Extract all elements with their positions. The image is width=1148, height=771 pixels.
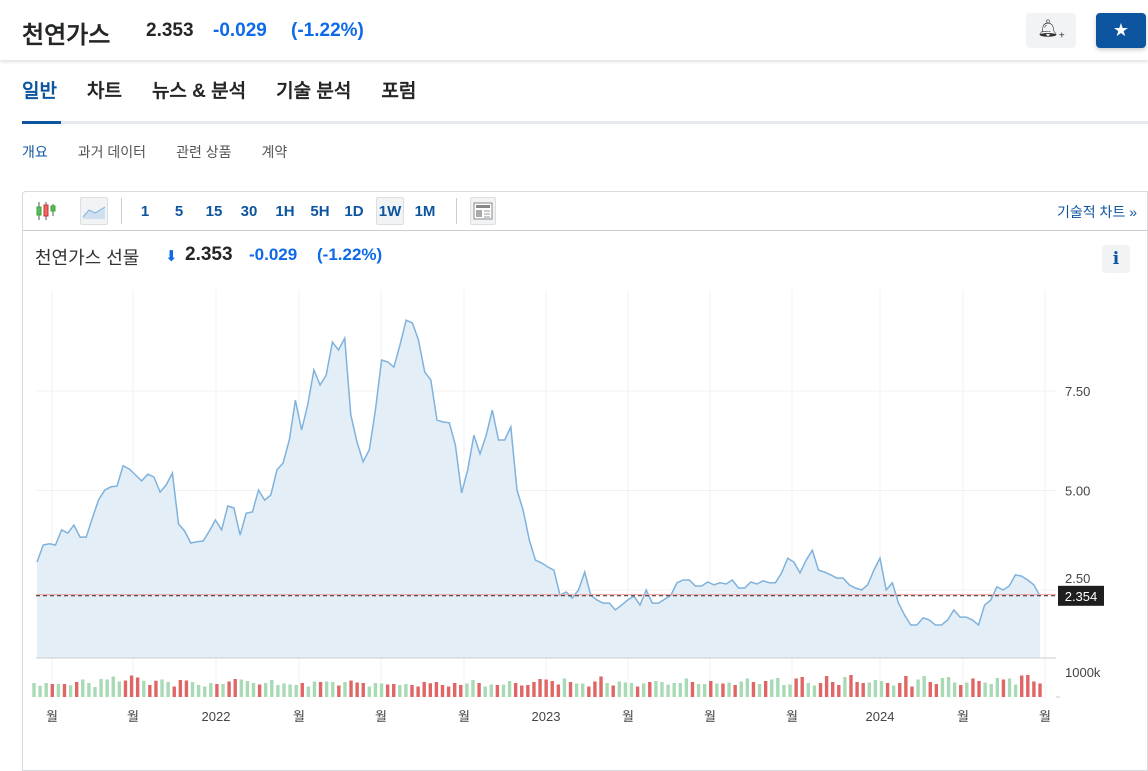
candlestick-button[interactable] xyxy=(33,197,59,225)
instrument-change-pct: (-1.22%) xyxy=(291,20,364,41)
subtab-contract[interactable]: 계약 xyxy=(261,144,288,160)
subtab-related[interactable]: 관련 상품 xyxy=(176,144,232,160)
sub-tabs: 개요 과거 데이터 관련 상품 계약 xyxy=(22,142,287,162)
technical-chart-link[interactable]: 기술적 차트 » xyxy=(1057,204,1137,220)
tab-news-analysis[interactable]: 뉴스 & 분석 xyxy=(151,81,247,102)
interval-5h[interactable]: 5H xyxy=(310,202,330,220)
interval-1d[interactable]: 1D xyxy=(344,202,364,220)
add-alert-button[interactable]: 🔔︎+ xyxy=(1026,13,1076,48)
interval-15[interactable]: 15 xyxy=(205,202,223,220)
chart-change-pct: (-1.22%) xyxy=(317,245,383,264)
info-button[interactable]: i xyxy=(1102,245,1130,273)
layout-button[interactable] xyxy=(470,197,496,225)
bell-plus-icon: 🔔︎+ xyxy=(1037,19,1065,42)
toolbar-divider xyxy=(121,198,122,224)
watchlist-button[interactable]: ★ xyxy=(1096,13,1146,48)
watermark-brand: Investing xyxy=(53,612,168,643)
chart-change: -0.029 xyxy=(249,245,298,264)
chart-title: 천연가스 선물 xyxy=(35,248,140,268)
tab-forum[interactable]: 포럼 xyxy=(381,81,417,102)
interval-1w[interactable]: 1W xyxy=(376,197,404,225)
chart-toolbar: 1 5 15 30 1H 5H 1D 1W 1M 기술적 차트 » xyxy=(23,192,1147,231)
candlestick-icon xyxy=(36,202,56,220)
interval-30[interactable]: 30 xyxy=(240,202,258,220)
active-tab-indicator xyxy=(22,121,61,124)
tab-bar xyxy=(22,121,1148,124)
tab-technical[interactable]: 기술 분석 xyxy=(276,81,352,102)
subtab-historical-data[interactable]: 과거 데이터 xyxy=(77,144,147,160)
instrument-change: -0.029 xyxy=(213,20,267,41)
instrument-title: 천연가스 xyxy=(22,22,111,49)
interval-5[interactable]: 5 xyxy=(174,202,184,220)
chart-card: 1 5 15 30 1H 5H 1D 1W 1M 기술적 차트 » 천연가스 선… xyxy=(22,191,1148,771)
tab-general[interactable]: 일반 xyxy=(22,81,57,102)
news-layout-icon xyxy=(473,202,493,220)
interval-1[interactable]: 1 xyxy=(140,202,150,220)
interval-1m[interactable]: 1M xyxy=(414,202,436,220)
main-tabs: 일반 차트 뉴스 & 분석 기술 분석 포럼 xyxy=(22,76,416,103)
area-chart-button[interactable] xyxy=(80,197,108,225)
chart-price: 2.353 xyxy=(185,244,233,265)
instrument-price: 2.353 xyxy=(146,20,194,41)
arrow-down-icon: ⬇ xyxy=(165,248,178,265)
star-icon: ★ xyxy=(1112,20,1130,40)
toolbar-divider xyxy=(456,198,457,224)
watermark-suffix: .com xyxy=(166,621,209,642)
interval-1h[interactable]: 1H xyxy=(275,202,295,220)
tab-chart[interactable]: 차트 xyxy=(86,81,122,102)
investing-watermark: Investing.com xyxy=(53,612,208,644)
subtab-overview[interactable]: 개요 xyxy=(22,144,48,160)
area-chart-icon xyxy=(82,206,106,219)
instrument-header: 천연가스 2.353 -0.029 (-1.22%) 🔔︎+ ★ xyxy=(0,0,1148,60)
